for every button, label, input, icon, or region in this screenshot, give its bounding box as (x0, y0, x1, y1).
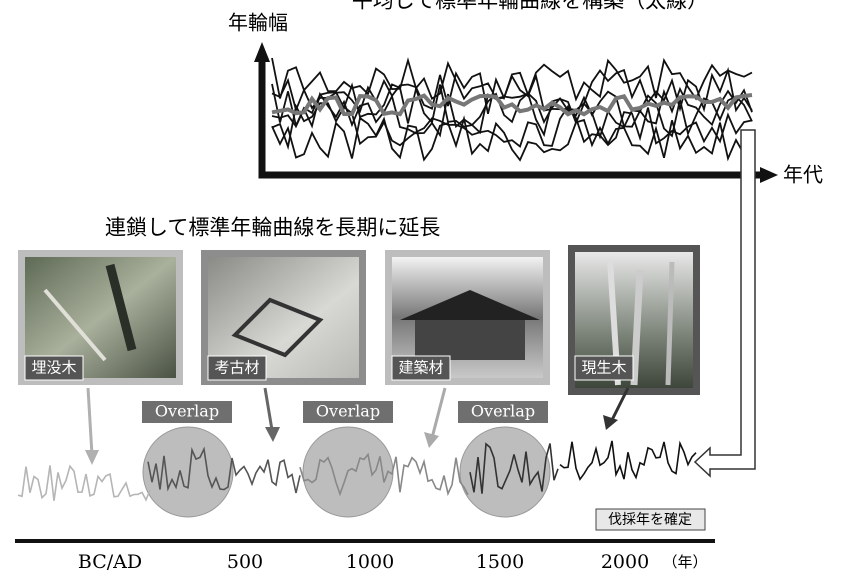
overlap-label: Overlap (316, 402, 380, 421)
subtitle: 連鎖して標準年輪曲線を長期に延長 (105, 216, 440, 240)
x-label: 年代 (783, 163, 823, 187)
y-label: 年輪幅 (228, 11, 288, 35)
overlap-label: Overlap (155, 402, 219, 421)
timeline-label: 1000 (346, 551, 394, 573)
overlap-circle (460, 427, 550, 517)
diagram: 平均して標準年輪曲線を構築（太線） 年輪幅 年代 連鎖して標準年輪曲線を長期に延… (0, 0, 843, 576)
top-title: 平均して標準年輪曲線を構築（太線） (352, 0, 708, 13)
photo-label: 考古材 (214, 359, 259, 377)
overlap-label: Overlap (471, 402, 535, 421)
timeline-unit: （年） (662, 553, 707, 571)
segment-buried (18, 465, 150, 500)
timeline-label: 2000 (601, 551, 649, 573)
photo-label: 現生木 (581, 359, 626, 377)
segment-living (560, 441, 696, 479)
timeline-label: BC/AD (78, 551, 142, 573)
ring-curve (272, 118, 752, 160)
photo-label: 建築材 (398, 359, 443, 377)
photo-label: 埋没木 (31, 359, 76, 377)
timeline-label: 1500 (476, 551, 524, 573)
felling-label: 伐採年を確定 (608, 512, 692, 528)
ring-curves (272, 58, 752, 160)
timeline-label: 500 (227, 551, 263, 573)
flow-arrow (695, 130, 755, 476)
